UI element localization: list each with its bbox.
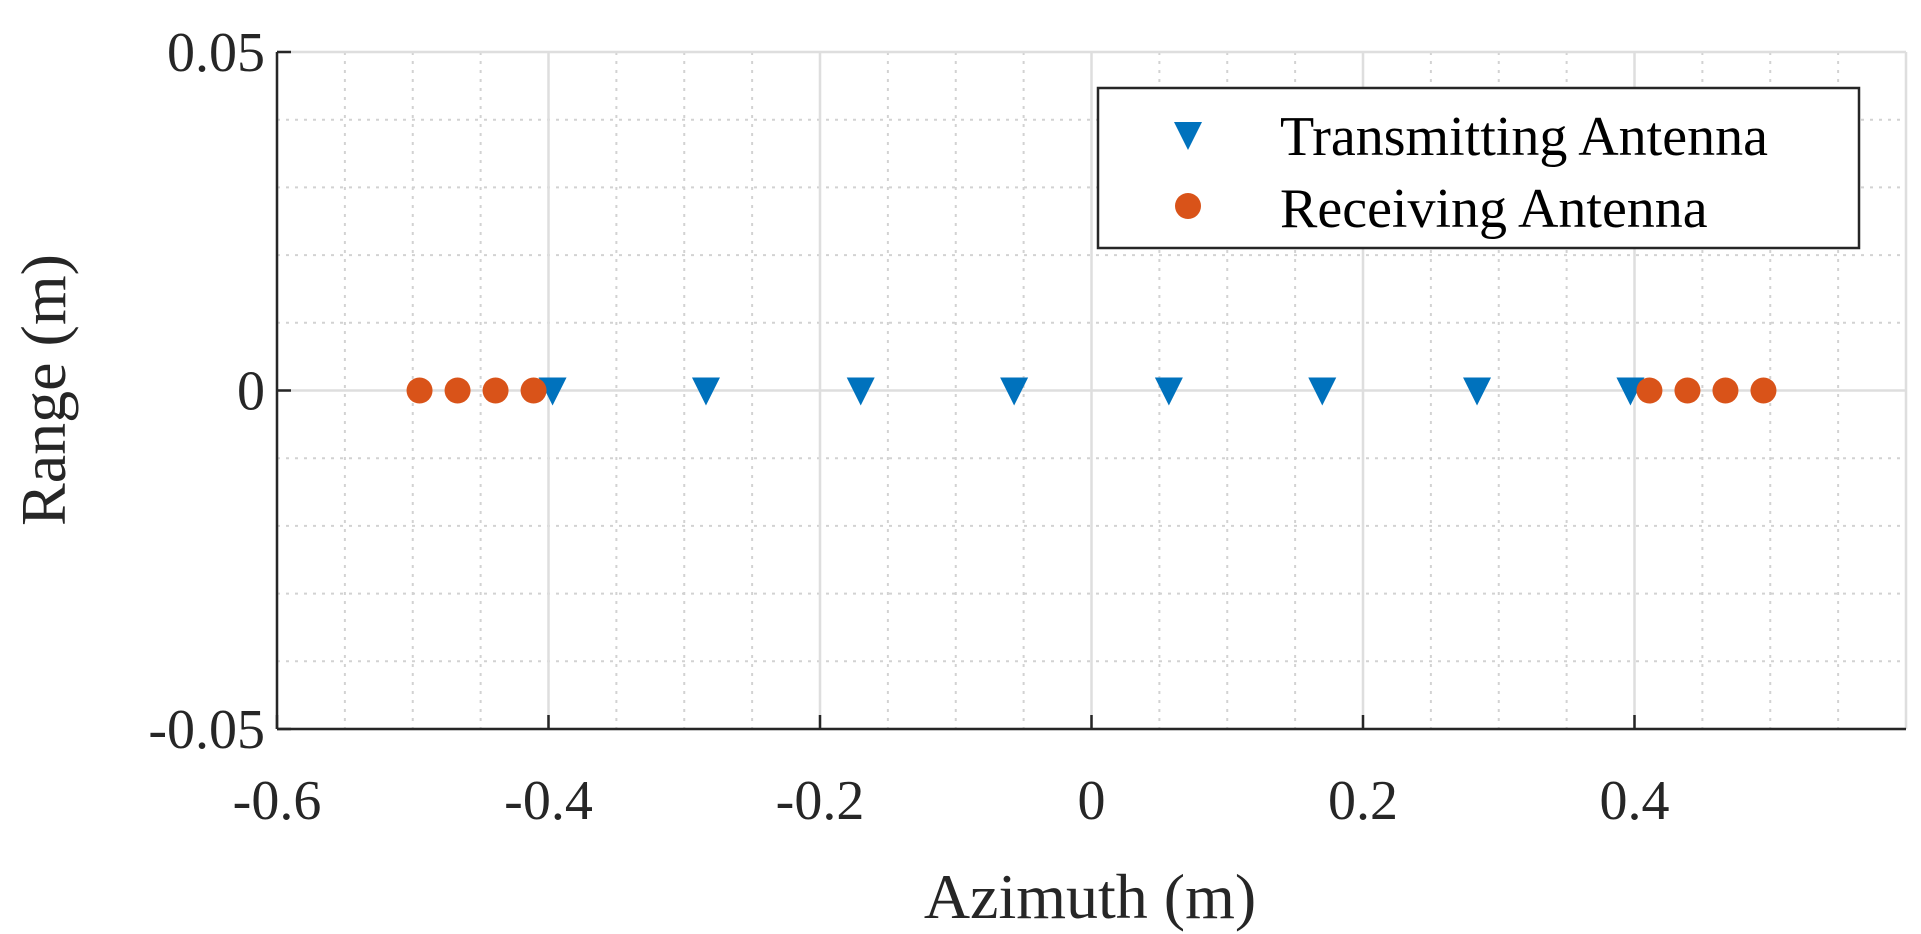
x-tick-label: 0.4 xyxy=(1600,770,1670,832)
transmitting-antenna-marker xyxy=(1154,377,1183,406)
transmitting-antenna-marker xyxy=(1616,377,1645,406)
y-tick-label: -0.05 xyxy=(148,699,265,761)
legend: Transmitting Antenna Receiving Antenna xyxy=(1096,86,1861,250)
x-tick-label: 0.2 xyxy=(1328,770,1398,832)
transmitting-antenna-marker xyxy=(846,377,875,406)
x-tick-label: -0.2 xyxy=(776,770,865,832)
receiving-antenna-marker xyxy=(1674,377,1701,404)
legend-triangle-icon xyxy=(1174,122,1202,150)
x-tick-label: -0.4 xyxy=(504,770,593,832)
legend-circle-icon xyxy=(1175,193,1201,219)
y-tick-label: 0.05 xyxy=(167,22,265,84)
legend-label-receiving: Receiving Antenna xyxy=(1280,178,1708,240)
receiving-antenna-marker xyxy=(482,377,509,404)
tick-labels: -0.6 -0.4 -0.2 0 0.2 0.4 -0.05 0 0.05 xyxy=(148,22,1669,832)
transmitting-antenna-marker xyxy=(1308,377,1337,406)
receiving-antenna-marker xyxy=(1750,377,1777,404)
markers xyxy=(406,377,1777,406)
receiving-antenna-marker xyxy=(1636,377,1663,404)
receiving-antenna-marker xyxy=(520,377,547,404)
receiving-antenna-marker xyxy=(444,377,471,404)
transmitting-antenna-marker xyxy=(538,377,567,406)
y-tick-label: 0 xyxy=(237,361,265,423)
transmitting-antenna-marker xyxy=(1000,377,1029,406)
x-tick-label: 0 xyxy=(1078,770,1106,832)
x-axis-label: Azimuth (m) xyxy=(924,861,1256,932)
legend-box xyxy=(1096,86,1861,250)
legend-label-transmitting: Transmitting Antenna xyxy=(1280,106,1768,168)
x-tick-label: -0.6 xyxy=(233,770,322,832)
receiving-antenna-marker xyxy=(406,377,433,404)
transmitting-antenna-marker xyxy=(1463,377,1492,406)
receiving-antenna-marker xyxy=(1712,377,1739,404)
transmitting-antenna-marker xyxy=(691,377,720,406)
y-axis-label: Range (m) xyxy=(8,254,79,526)
axes xyxy=(275,50,1906,731)
